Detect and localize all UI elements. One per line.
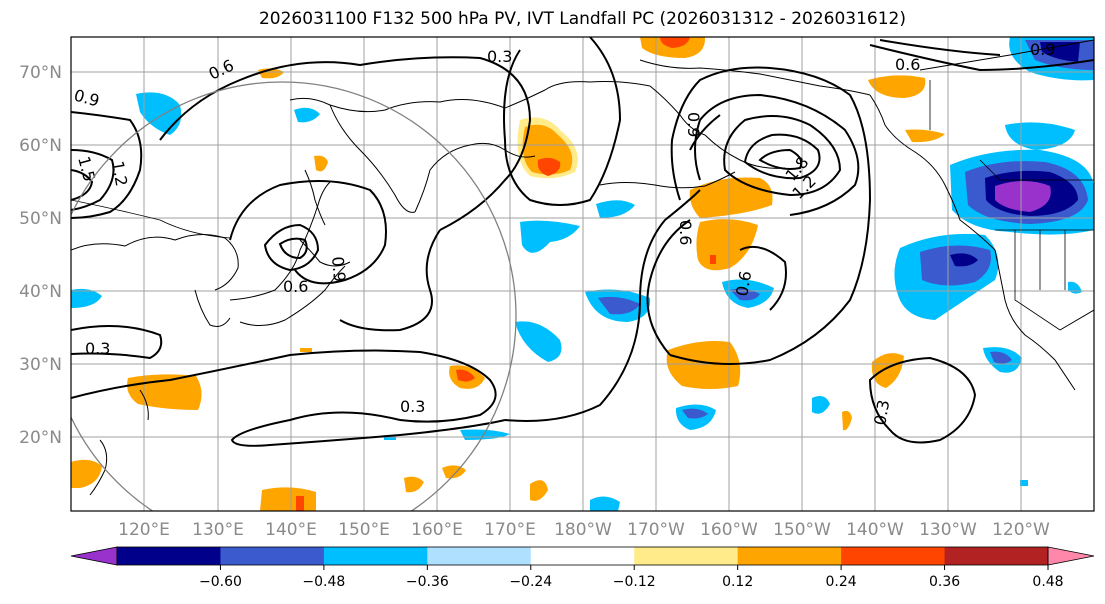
longitude-labels: 120°E 130°E 140°E 150°E 160°E 170°E 180°…	[118, 520, 1050, 540]
colorbar: −0.60 −0.48 −0.36 −0.24 −0.12 0.12 0.24 0.36 0.4…	[70, 546, 1095, 590]
lon-label: 130°W	[919, 520, 977, 540]
coastlines	[71, 39, 1094, 496]
colorbar-cell	[323, 547, 428, 565]
colorbar-cell	[944, 547, 1049, 565]
negative-anomaly-shading	[71, 37, 1094, 511]
borders	[71, 80, 1094, 331]
colorbar-tick-label: −0.24	[509, 574, 552, 590]
contour-label-group: 0.3 0.3 0.3 0.3 0.6 0.6 0.6 0.6 0.6 0.9 …	[72, 40, 1055, 427]
lat-label: 50°N	[19, 209, 62, 229]
contour-label: 1.2	[108, 159, 131, 187]
contour-label: 0.3	[487, 47, 512, 66]
contour-label: 0.9	[684, 112, 703, 137]
lon-label: 180°W	[554, 520, 612, 540]
contour-label: 0.3	[870, 398, 893, 426]
lon-label: 120°W	[992, 520, 1050, 540]
lon-label: 150°E	[338, 520, 390, 540]
colorbar-tick-label: 0.48	[1032, 574, 1063, 590]
contour-label: 0.9	[1030, 40, 1055, 59]
lon-label: 160°E	[411, 520, 463, 540]
colorbar-extend-high	[1047, 546, 1095, 566]
contour-label: 0.6	[732, 269, 755, 297]
radius-circle	[71, 81, 517, 511]
lat-label: 20°N	[19, 428, 62, 448]
lon-label: 160°W	[700, 520, 758, 540]
lon-label: 130°E	[192, 520, 244, 540]
contour-label: 0.3	[85, 339, 110, 358]
contour-label: 0.3	[400, 397, 425, 416]
colorbar-cell	[220, 547, 325, 565]
lon-label: 120°E	[118, 520, 170, 540]
colorbar-tick-label: 0.24	[826, 574, 857, 590]
colorbar-extend-low	[70, 546, 118, 566]
colorbar-cells	[117, 547, 1049, 565]
colorbar-cell	[634, 547, 739, 565]
lon-label: 170°W	[627, 520, 685, 540]
colorbar-tick-label: −0.36	[406, 574, 449, 590]
lat-label: 30°N	[19, 355, 62, 375]
latitude-labels: 70°N 60°N 50°N 40°N 30°N 20°N	[19, 63, 62, 448]
colorbar-cell	[117, 547, 221, 565]
colorbar-tick-label: −0.60	[199, 574, 242, 590]
colorbar-tick-label: −0.48	[302, 574, 345, 590]
colorbar-tick-label: 0.36	[929, 574, 960, 590]
map-frame	[70, 36, 1095, 512]
contour-label: 0.6	[895, 55, 920, 74]
contour-label: 0.6	[283, 277, 308, 296]
lon-label: 150°W	[773, 520, 831, 540]
colorbar-cell	[427, 547, 532, 565]
colorbar-tick-label: −0.12	[613, 574, 656, 590]
contour-label: 0.9	[328, 256, 349, 283]
colorbar-tick-label: 0.12	[722, 574, 753, 590]
pv-contours	[71, 37, 1094, 447]
contour-label: 0.6	[676, 220, 695, 245]
lat-label: 70°N	[19, 63, 62, 83]
lat-label: 60°N	[19, 136, 62, 156]
colorbar-ticks: −0.60 −0.48 −0.36 −0.24 −0.12 0.12 0.24 0.36 0.4…	[199, 565, 1064, 590]
lon-label: 140°W	[846, 520, 904, 540]
colorbar-cell	[841, 547, 946, 565]
lat-label: 40°N	[19, 282, 62, 302]
lon-label: 170°E	[484, 520, 536, 540]
colorbar-cell	[737, 547, 842, 565]
lon-label: 140°E	[265, 520, 317, 540]
graticule	[71, 37, 1094, 511]
map-title: 2026031100 F132 500 hPa PV, IVT Landfall…	[258, 9, 906, 29]
colorbar-cell	[530, 547, 635, 565]
